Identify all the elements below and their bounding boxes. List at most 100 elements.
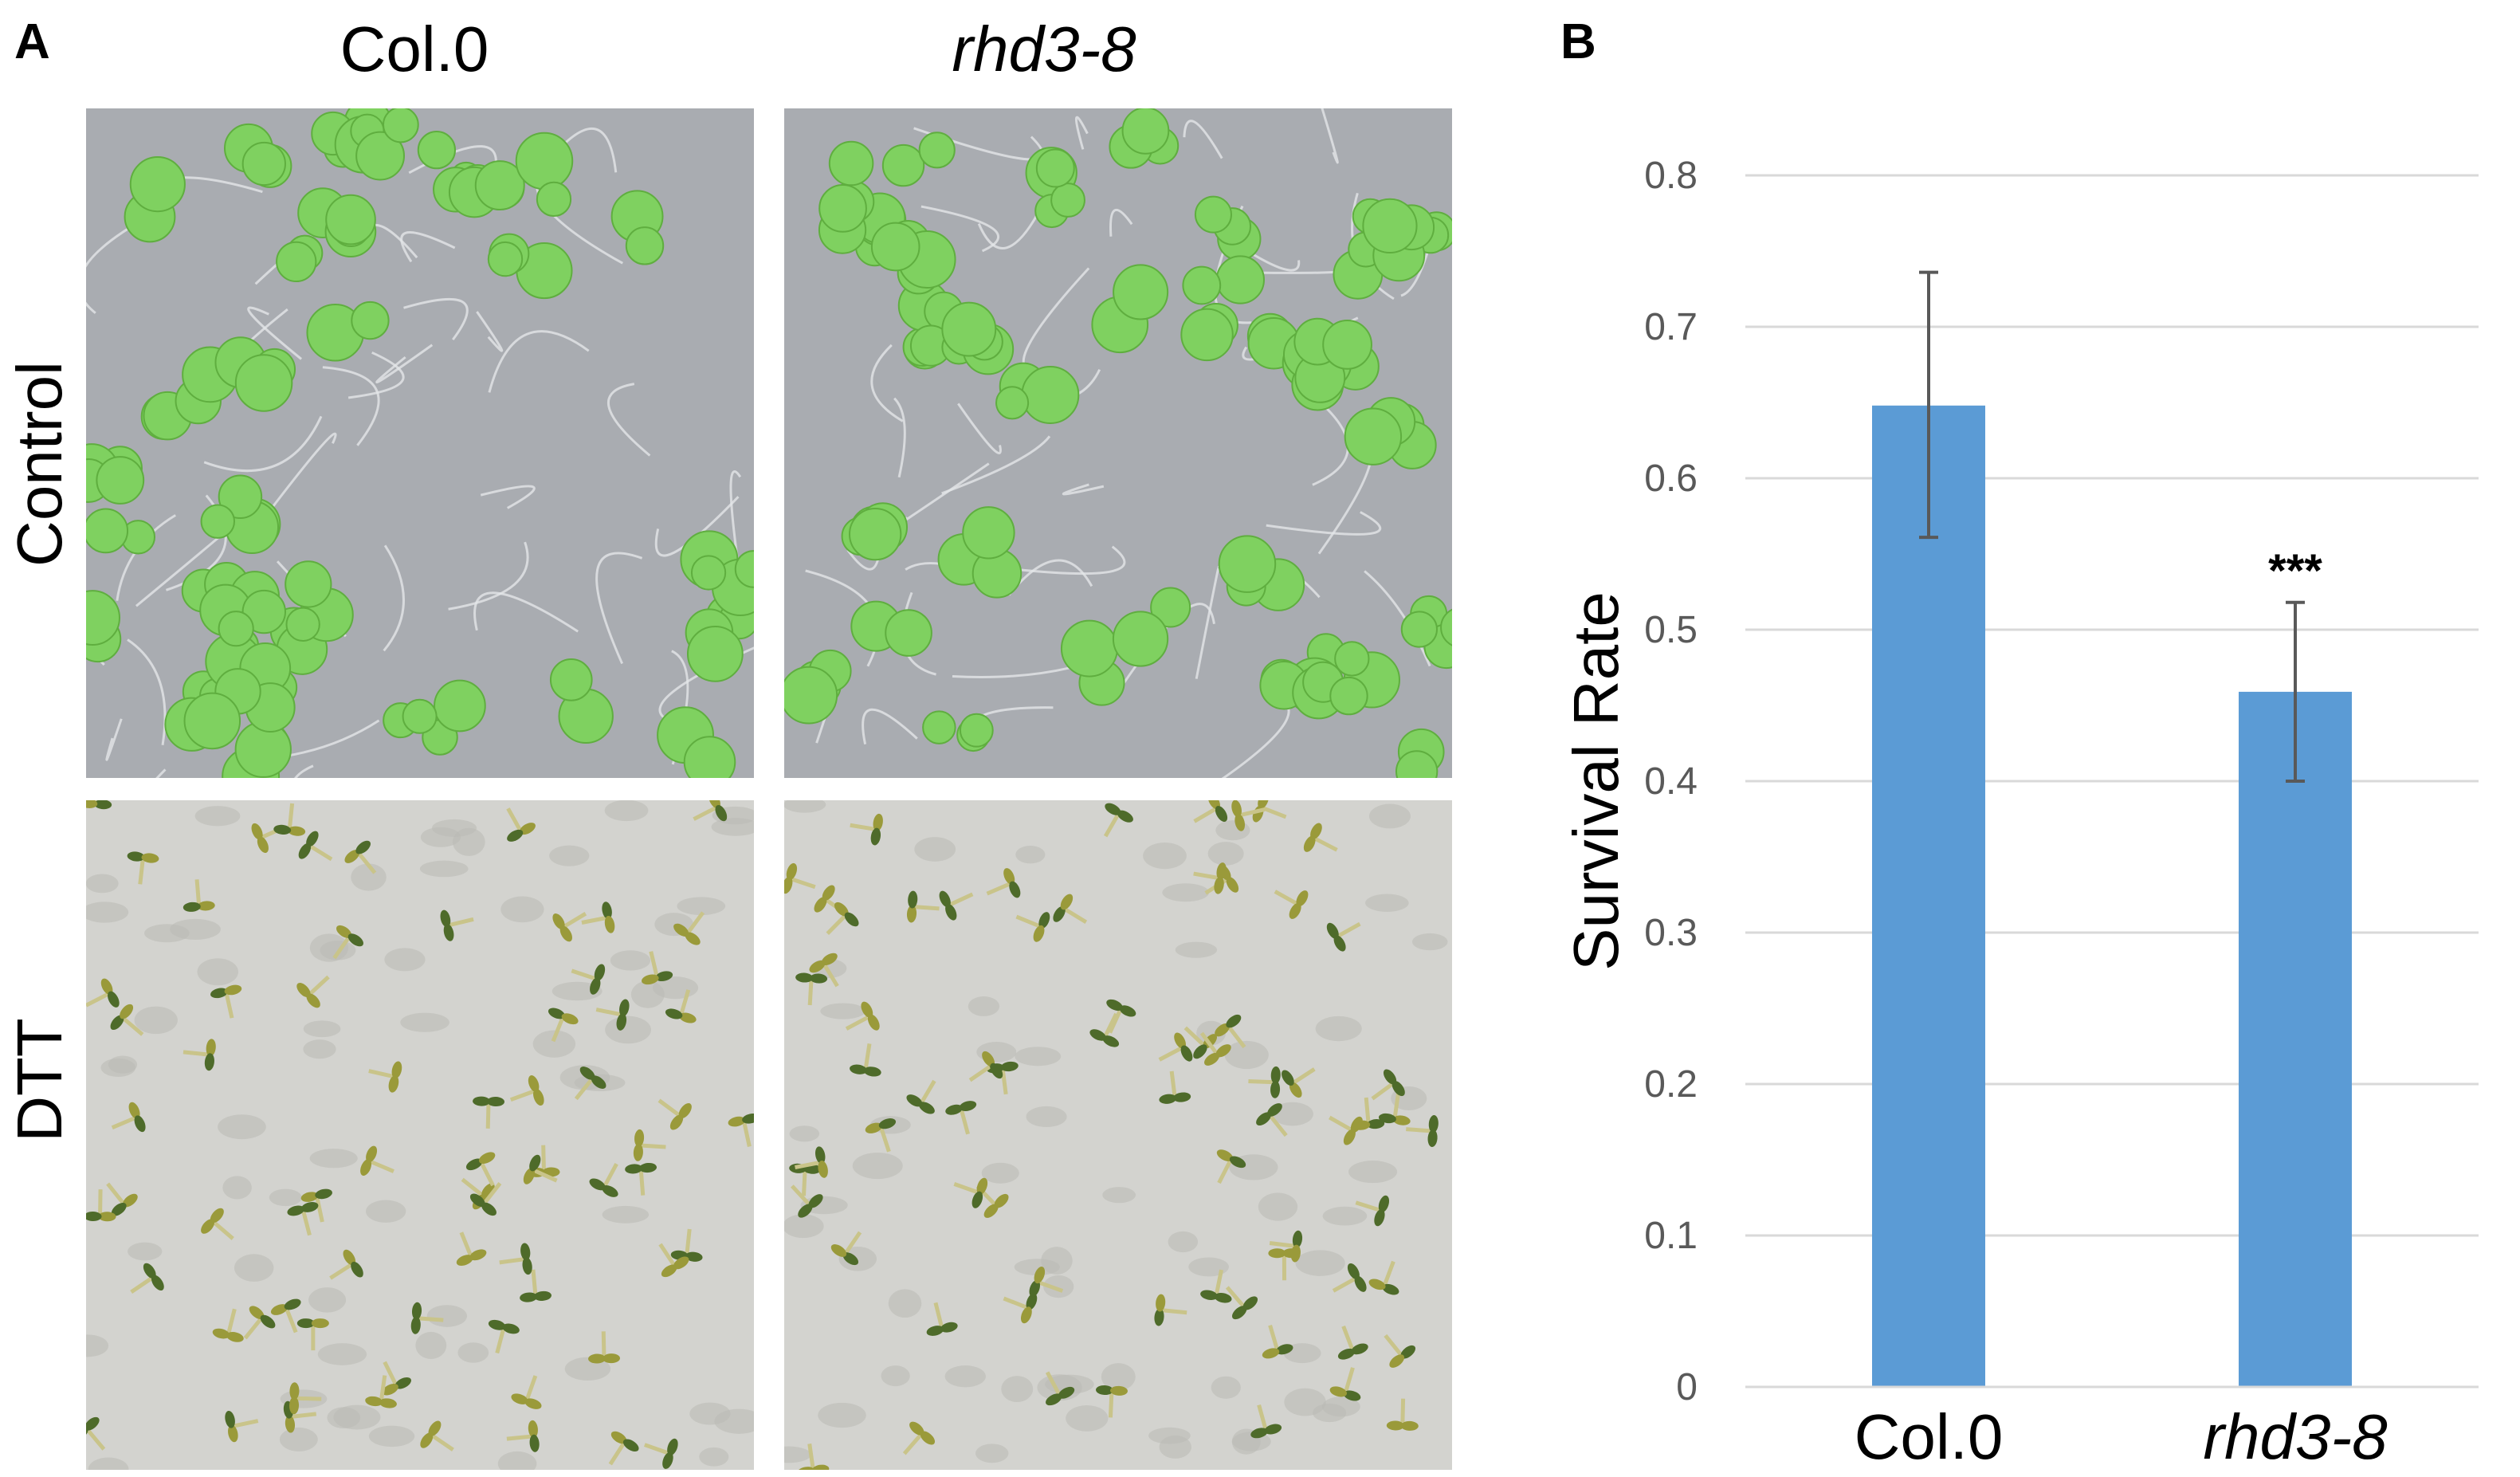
photo-col0-dtt [86,800,754,1470]
seedling [953,1177,988,1208]
seedling [830,1231,862,1266]
root-strand [862,708,918,744]
root-strand [1015,545,1126,575]
root-strand [957,403,1002,454]
seedling [1096,1385,1128,1418]
seedling [1303,823,1338,852]
seedling [1060,619,1125,706]
seedling [926,1302,958,1336]
seedling [287,1201,319,1236]
seedling [365,1375,397,1408]
seedling [509,1075,544,1106]
seedling [329,1249,363,1280]
root-strand [606,383,651,457]
seedling [473,1096,505,1129]
panel-letter-a: A [14,14,50,69]
y-tick-label: 0 [1676,1366,1698,1408]
seedling [511,1375,542,1409]
seedling [1384,1334,1416,1368]
seedling [382,1361,411,1396]
seedling [368,1061,402,1093]
seedling [127,851,159,885]
photo-rhd3-8-dtt [784,800,1452,1470]
seedling [809,953,839,988]
seedling [870,220,956,295]
seedling [995,362,1080,424]
seedling [1003,1293,1038,1324]
seedling [1329,1115,1363,1145]
seedling [797,1443,830,1470]
seedling [902,1421,936,1455]
seedling [1256,1103,1288,1137]
seedling [549,658,614,744]
y-tick-label: 0.5 [1644,609,1698,651]
seedling [243,1306,276,1340]
seedling [1158,1032,1193,1062]
root-strand [870,344,904,422]
seedling [1218,535,1305,611]
seedling-plate-dtt-col0 [86,800,754,1470]
seedling [1193,800,1228,823]
seedling [306,301,390,362]
root-strand [347,351,405,399]
seedling [939,890,974,921]
seedling [1159,1070,1191,1104]
seedling [850,813,883,846]
seedling [225,1410,259,1443]
seedling [1025,147,1085,229]
root-strand [729,470,742,563]
root-strand [1062,483,1105,496]
seedling [506,807,536,842]
seedling [665,989,697,1023]
root-strand [1266,511,1382,536]
seedling [297,187,377,257]
seedling [1199,1031,1231,1066]
seedling [791,1184,823,1218]
root-strand [893,397,906,478]
seedling [1103,803,1133,838]
seedling [1182,255,1265,305]
seedling [728,1114,754,1147]
seedling [922,710,994,752]
root-strand [1109,208,1133,237]
significance-annotation: *** [2268,545,2322,597]
seedling [106,1182,138,1216]
seedling [906,1079,936,1114]
seedling [818,140,875,233]
bar-1 [1872,405,1985,1387]
seedling [673,911,705,945]
seedling [1180,302,1238,362]
seedling [826,902,859,935]
column-label-rhd3-8: rhd3-8 [952,14,1136,84]
seedling [657,1098,692,1130]
root-strand [127,638,167,745]
root-strand [1074,116,1089,150]
y-tick-label: 0.1 [1644,1215,1698,1257]
seedling [581,902,615,933]
x-tick-label: rhd3-8 [2203,1401,2388,1472]
y-tick-label: 0.6 [1644,458,1698,500]
seedling [841,502,909,561]
seedling [296,975,330,1008]
x-tick-label: Col.0 [1855,1401,2004,1472]
seedling [332,925,363,960]
seedling [440,909,474,941]
seedling [420,1420,454,1451]
seedling [680,530,754,617]
root-strand [322,366,380,446]
panel-letter-b: B [1560,14,1596,69]
seedling [110,1004,144,1036]
root-strand [595,552,643,665]
row-label-control: Control [4,361,75,567]
seedling [657,706,736,778]
photo-rhd3-8-control [784,108,1452,778]
seedling [685,594,754,682]
root-strand [375,344,434,383]
seedling [795,972,828,1006]
seedling [130,1263,164,1294]
seedling [488,1319,520,1354]
seedling [1274,890,1309,919]
seedling [469,1181,502,1216]
seedling [175,346,238,425]
seedling [199,571,286,647]
